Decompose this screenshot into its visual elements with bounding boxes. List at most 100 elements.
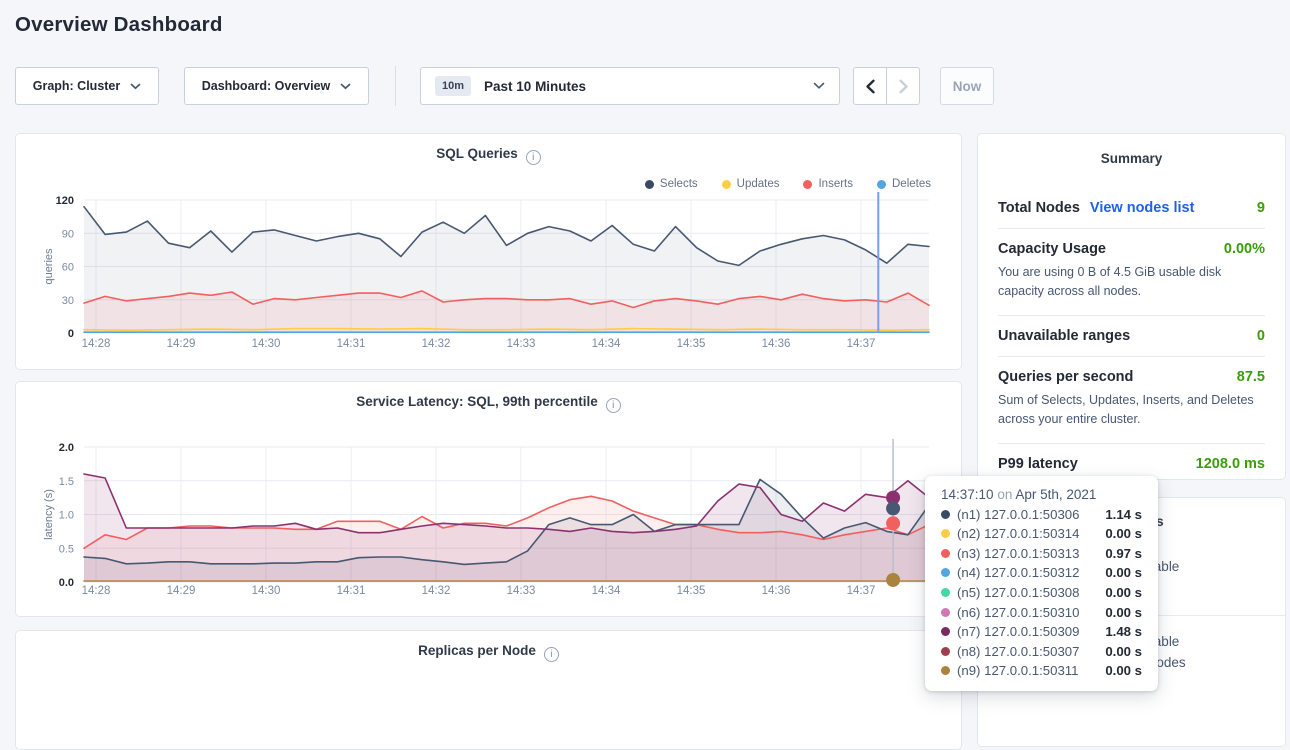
summary-row-unavailable-ranges: Unavailable ranges 0 (998, 315, 1265, 356)
graph-scope-label: Graph: Cluster (33, 79, 121, 93)
view-nodes-list-link[interactable]: View nodes list (1090, 200, 1195, 216)
svg-text:14:35: 14:35 (677, 585, 706, 597)
node-color-dot (941, 627, 950, 636)
node-latency-value: 0.00 s (1105, 605, 1142, 620)
chevron-right-icon (898, 79, 909, 94)
dashboard-label: Dashboard: Overview (202, 79, 331, 93)
time-range-dropdown[interactable]: 10m Past 10 Minutes (420, 67, 840, 105)
capacity-usage-desc: You are using 0 B of 4.5 GiB usable disk… (998, 263, 1265, 301)
graph-scope-dropdown[interactable]: Graph: Cluster (15, 67, 159, 105)
svg-text:14:35: 14:35 (677, 338, 706, 350)
now-button[interactable]: Now (940, 67, 994, 105)
tooltip-node-row: (n1) 127.0.0.1:50306 1.14 s (941, 507, 1142, 522)
node-color-dot (941, 549, 950, 558)
node-latency-value: 0.00 s (1105, 565, 1142, 580)
svg-text:14:28: 14:28 (82, 338, 111, 350)
tooltip-node-row: (n3) 127.0.0.1:503130.97 s (941, 546, 1142, 561)
svg-text:14:34: 14:34 (592, 585, 621, 597)
tooltip-date: Apr 5th, 2021 (1015, 487, 1096, 502)
svg-text:14:31: 14:31 (337, 338, 366, 350)
tooltip-node-row: (n7) 127.0.0.1:50309 1.48 s (941, 624, 1142, 639)
tooltip-node-row: (n9) 127.0.0.1:503110.00 s (941, 663, 1142, 678)
qps-value: 87.5 (1237, 369, 1265, 385)
time-range-next-button[interactable] (886, 67, 920, 105)
node-latency-value: 0.00 s (1105, 585, 1142, 600)
node-color-dot (941, 510, 950, 519)
node-latency-value: 1.14 s (1105, 507, 1142, 522)
service-latency-chart[interactable]: 14:2814:2914:3014:3114:3214:3314:3414:35… (16, 382, 961, 616)
node-address: (n6) 127.0.0.1:50310 (957, 605, 1079, 620)
svg-text:1.0: 1.0 (59, 510, 74, 522)
svg-text:14:37: 14:37 (847, 338, 876, 350)
total-nodes-label: Total Nodes (998, 200, 1080, 216)
p99-latency-value: 1208.0 ms (1196, 456, 1265, 472)
summary-row-total-nodes: Total Nodes View nodes list 9 (998, 188, 1265, 228)
dashboard-dropdown[interactable]: Dashboard: Overview (184, 67, 369, 105)
svg-text:14:29: 14:29 (167, 585, 196, 597)
svg-text:14:36: 14:36 (762, 585, 791, 597)
summary-panel: Summary Total Nodes View nodes list 9 Ca… (977, 133, 1286, 480)
toolbar-divider (395, 66, 396, 106)
chevron-down-icon (813, 82, 825, 90)
tooltip-timestamp: 14:37:10 on Apr 5th, 2021 (941, 487, 1142, 502)
tooltip-connector: on (997, 487, 1012, 502)
qps-label: Queries per second (998, 369, 1133, 385)
node-address: (n7) 127.0.0.1:50309 (957, 624, 1079, 639)
capacity-usage-label: Capacity Usage (998, 241, 1106, 257)
summary-row-capacity: Capacity Usage 0.00% You are using 0 B o… (998, 228, 1265, 315)
node-address: (n4) 127.0.0.1:50312 (957, 565, 1079, 580)
svg-text:queries: queries (43, 248, 55, 285)
info-icon[interactable]: i (544, 647, 559, 662)
node-latency-value: 1.48 s (1105, 624, 1142, 639)
node-latency-value: 0.00 s (1105, 644, 1142, 659)
svg-text:0.5: 0.5 (59, 543, 74, 555)
tooltip-node-row: (n6) 127.0.0.1:50310 0.00 s (941, 605, 1142, 620)
chevron-left-icon (865, 79, 876, 94)
chart-hover-tooltip: 14:37:10 on Apr 5th, 2021 (n1) 127.0.0.1… (925, 476, 1158, 691)
tooltip-node-row: (n5) 127.0.0.1:503080.00 s (941, 585, 1142, 600)
node-address: (n2) 127.0.0.1:50314 (957, 526, 1079, 541)
summary-title: Summary (998, 134, 1265, 166)
sql-queries-card: SQL Queriesi SelectsUpdatesInsertsDelete… (15, 133, 962, 370)
chevron-down-icon (130, 83, 141, 90)
node-latency-value: 0.00 s (1105, 526, 1142, 541)
time-range-prev-button[interactable] (853, 67, 887, 105)
tooltip-node-row: (n2) 127.0.0.1:50314 0.00 s (941, 526, 1142, 541)
tooltip-rows: (n1) 127.0.0.1:50306 1.14 s (n2) 127.0.0.1… (941, 507, 1142, 679)
service-latency-card: Service Latency: SQL, 99th percentilei 1… (15, 381, 962, 617)
svg-text:latency (s): latency (s) (43, 489, 55, 540)
svg-text:14:33: 14:33 (507, 338, 536, 350)
svg-text:2.0: 2.0 (59, 442, 74, 454)
node-address: (n1) 127.0.0.1:50306 (957, 507, 1079, 522)
node-color-dot (941, 666, 950, 675)
svg-text:1.5: 1.5 (59, 476, 74, 488)
total-nodes-value: 9 (1257, 200, 1265, 216)
node-color-dot (941, 568, 950, 577)
node-latency-value: 0.00 s (1105, 663, 1142, 678)
sql-queries-chart[interactable]: 14:2814:2914:3014:3114:3214:3314:3414:35… (16, 134, 961, 369)
svg-text:14:29: 14:29 (167, 338, 196, 350)
svg-text:14:33: 14:33 (507, 585, 536, 597)
chevron-down-icon (340, 83, 351, 90)
node-color-dot (941, 608, 950, 617)
replicas-per-node-title: Replicas per Node i (16, 643, 961, 662)
chart-title-text: Replicas per Node (418, 643, 536, 658)
node-address: (n3) 127.0.0.1:50313 (957, 546, 1079, 561)
tooltip-node-row: (n4) 127.0.0.1:50312 0.00 s (941, 565, 1142, 580)
tooltip-time: 14:37:10 (941, 487, 994, 502)
svg-text:14:30: 14:30 (252, 585, 281, 597)
svg-text:14:36: 14:36 (762, 338, 791, 350)
replicas-per-node-card: Replicas per Node i (15, 630, 962, 750)
svg-text:0.0: 0.0 (59, 577, 74, 589)
svg-text:120: 120 (56, 195, 74, 207)
svg-text:90: 90 (62, 228, 74, 240)
p99-latency-label: P99 latency (998, 456, 1078, 472)
unavailable-ranges-value: 0 (1257, 328, 1265, 344)
unavailable-ranges-label: Unavailable ranges (998, 328, 1130, 344)
svg-text:14:32: 14:32 (422, 338, 451, 350)
svg-text:0: 0 (68, 328, 74, 340)
capacity-usage-value: 0.00% (1224, 241, 1265, 257)
svg-text:60: 60 (62, 262, 74, 274)
node-color-dot (941, 529, 950, 538)
summary-row-qps: Queries per second 87.5 Sum of Selects, … (998, 356, 1265, 443)
